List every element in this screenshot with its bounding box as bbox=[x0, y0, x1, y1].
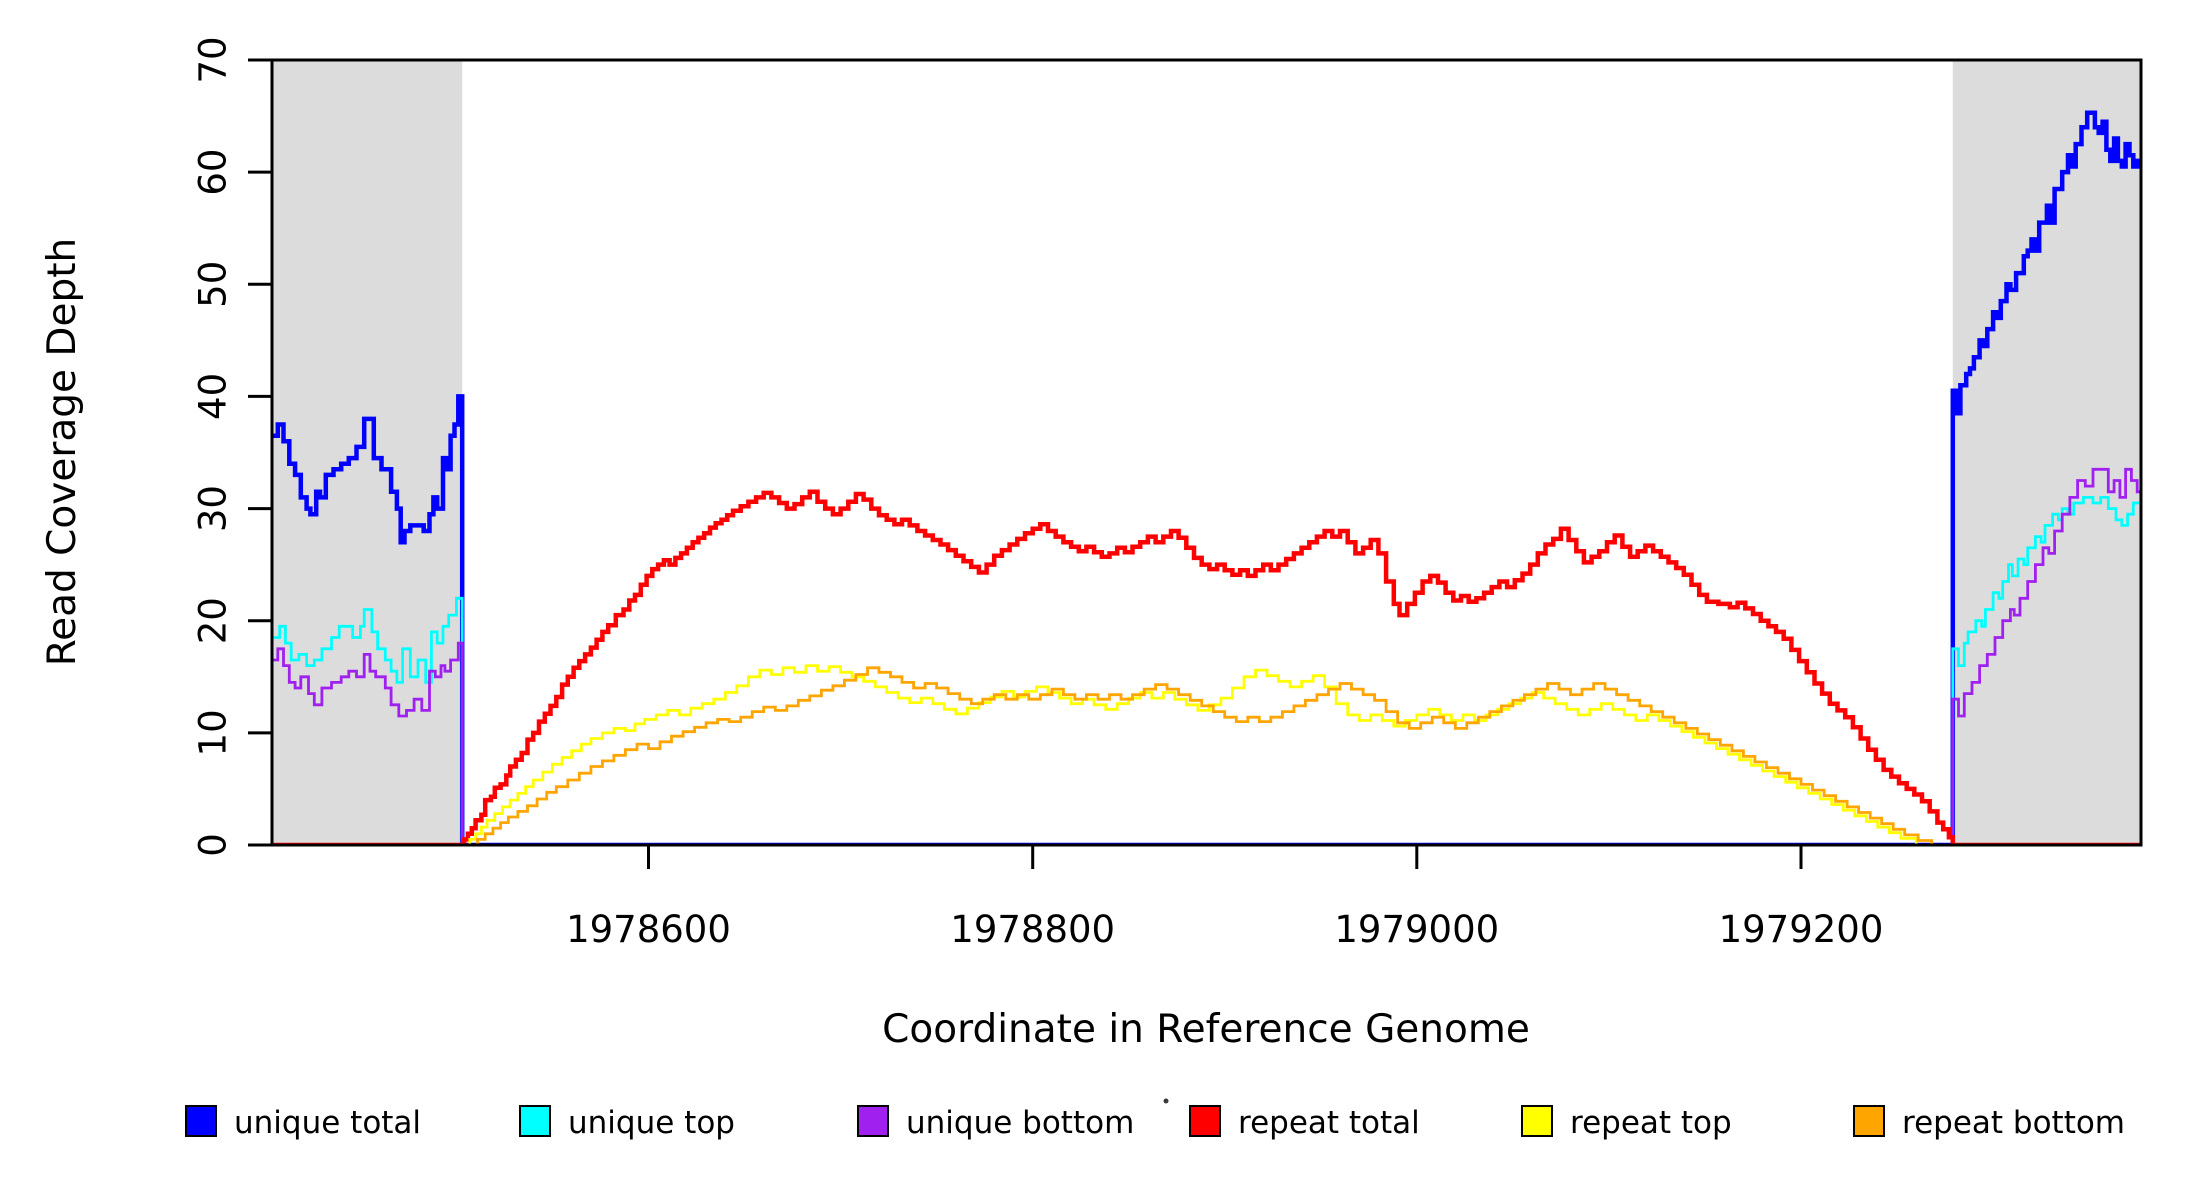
series-line-unique-top bbox=[272, 496, 2141, 845]
legend-swatch-repeat-total bbox=[1189, 1105, 1221, 1137]
legend-label: repeat bottom bbox=[1902, 1105, 2125, 1141]
x-tick-label: 1979000 bbox=[1334, 908, 1499, 951]
unique-region-right bbox=[1952, 60, 2141, 845]
legend-swatch-unique-top bbox=[519, 1105, 551, 1137]
series-line-repeat-total bbox=[272, 489, 2141, 845]
unique-region-left bbox=[272, 60, 463, 845]
y-tick-label: 50 bbox=[192, 261, 235, 308]
legend-item-repeat-top: repeat top bbox=[1521, 1105, 1732, 1141]
x-tick-label: 1978600 bbox=[566, 908, 731, 951]
y-tick-label: 40 bbox=[192, 373, 235, 420]
legend-swatch-repeat-bottom bbox=[1853, 1105, 1885, 1137]
series-line-unique-total bbox=[272, 110, 2141, 845]
legend-label: unique total bbox=[234, 1105, 421, 1141]
legend-swatch-repeat-top bbox=[1521, 1105, 1553, 1137]
x-tick-label: 1978800 bbox=[950, 908, 1115, 951]
legend-swatch-unique-total bbox=[185, 1105, 217, 1137]
series-line-unique-bottom bbox=[272, 467, 2141, 845]
legend-item-unique-top: unique top bbox=[519, 1105, 735, 1141]
x-axis-title: Coordinate in Reference Genome bbox=[882, 1007, 1530, 1052]
legend-item-unique-total: unique total bbox=[185, 1105, 421, 1141]
series-line-repeat-bottom bbox=[272, 666, 2141, 845]
y-axis: 0 10 20 30 40 50 60 70 bbox=[192, 36, 272, 857]
y-tick-label: 60 bbox=[192, 149, 235, 196]
legend-item-repeat-total: repeat total bbox=[1189, 1105, 1420, 1141]
y-tick-label: 20 bbox=[192, 597, 235, 644]
legend-label: repeat top bbox=[1570, 1105, 1732, 1141]
y-axis-title: Read Coverage Depth bbox=[40, 238, 85, 666]
legend: unique total unique top unique bottom repea… bbox=[185, 1105, 2125, 1141]
x-axis: 1978600 1978800 1979000 1979200 bbox=[566, 845, 1883, 951]
legend-label: unique top bbox=[568, 1105, 735, 1141]
y-tick-label: 10 bbox=[192, 709, 235, 756]
legend-label: repeat total bbox=[1238, 1105, 1420, 1141]
y-tick-label: 70 bbox=[192, 36, 235, 83]
legend-label: unique bottom bbox=[906, 1105, 1134, 1141]
coverage-series-lines bbox=[272, 110, 2141, 845]
y-tick-label: 0 bbox=[192, 833, 235, 857]
stray-mark-artifact bbox=[1163, 1098, 1169, 1104]
unique-region-shading bbox=[272, 60, 2141, 845]
legend-item-unique-bottom: unique bottom bbox=[857, 1105, 1134, 1141]
legend-item-repeat-bottom: repeat bottom bbox=[1853, 1105, 2125, 1141]
legend-swatch-unique-bottom bbox=[857, 1105, 889, 1137]
y-tick-label: 30 bbox=[192, 485, 235, 532]
x-tick-label: 1979200 bbox=[1719, 908, 1884, 951]
plot-frame bbox=[270, 58, 2143, 847]
series-line-repeat-top bbox=[272, 664, 2141, 845]
